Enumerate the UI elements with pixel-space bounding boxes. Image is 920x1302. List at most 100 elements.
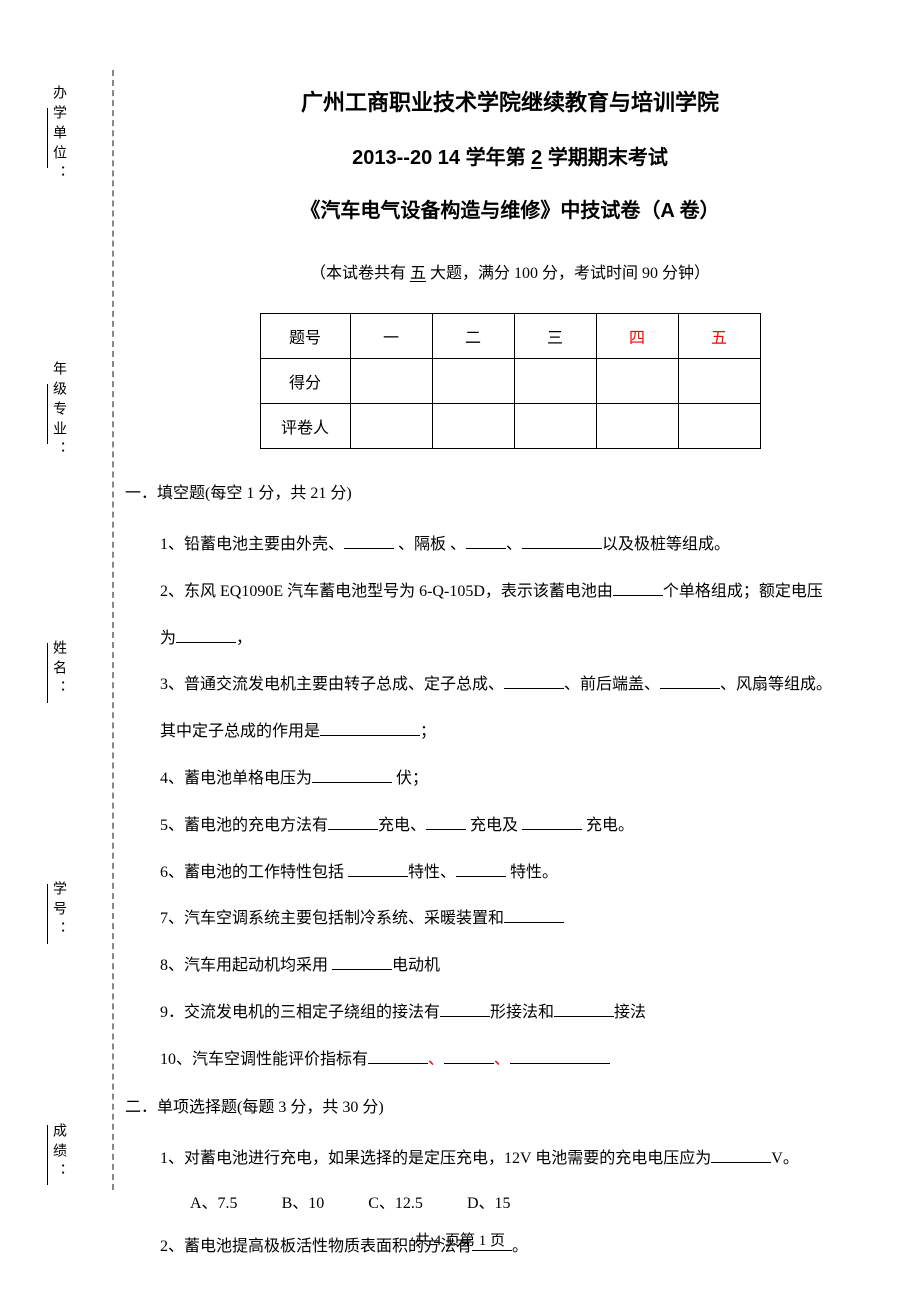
q3-text-d: 其中定子总成的作用是 xyxy=(160,723,320,740)
option-a[interactable]: A、7.5 xyxy=(190,1183,238,1225)
blank-input[interactable] xyxy=(510,1048,610,1064)
q4-text-b: 伏； xyxy=(392,770,428,787)
binding-margin-labels: 办学单位： 年级专业： 姓名： 学号： 成绩： xyxy=(38,85,68,1185)
q9-text-c: 接法 xyxy=(614,1004,646,1021)
q2: 2、东风 EQ1090E 汽车蓄电池型号为 6-Q-105D，表示该蓄电池由个单… xyxy=(160,570,890,615)
sem-label-2: 学期期末考试 xyxy=(548,147,668,169)
side-label-grade: 年级专业： xyxy=(38,361,68,461)
score-cell xyxy=(514,359,596,404)
side-label-unit: 办学单位： xyxy=(38,85,68,185)
q8: 8、汽车用起动机均采用 电动机 xyxy=(160,944,890,989)
q2c: 为， xyxy=(160,617,890,662)
q10-text-a: 10、汽车空调性能评价指标有 xyxy=(160,1051,368,1068)
table-row-grader: 评卷人 xyxy=(260,404,760,449)
side-label-id-text: 学号： xyxy=(48,881,68,941)
blank-input[interactable] xyxy=(522,814,582,830)
s2-q1-text-b: V。 xyxy=(771,1150,799,1167)
q6-text-c: 特性。 xyxy=(506,864,558,881)
exam-info-prefix: （本试卷共有 xyxy=(310,265,406,282)
blank-input[interactable] xyxy=(466,533,506,549)
blank-input[interactable] xyxy=(711,1147,771,1163)
q2-text-d: ， xyxy=(236,630,252,647)
col-header-1: 一 xyxy=(350,314,432,359)
q2-text-c: 为 xyxy=(160,630,176,647)
cut-line xyxy=(112,70,114,1190)
side-label-score-text: 成绩： xyxy=(48,1123,68,1183)
option-d[interactable]: D、15 xyxy=(467,1183,511,1225)
grader-cell xyxy=(350,404,432,449)
q9-text-a: 9．交流发电机的三相定子绕组的接法有 xyxy=(160,1004,440,1021)
course-close: 》中技试卷（A 卷） xyxy=(540,200,719,222)
blank-input[interactable] xyxy=(368,1048,428,1064)
q6-text-a: 6、蓄电池的工作特性包括 xyxy=(160,864,348,881)
blank-input[interactable] xyxy=(554,1001,614,1017)
grader-cell xyxy=(678,404,760,449)
blank-input[interactable] xyxy=(456,861,506,877)
q3d: 其中定子总成的作用是 ； xyxy=(160,710,890,755)
q2-text-b: 个单格组成；额定电压 xyxy=(663,583,823,600)
exam-info: （本试卷共有 五 大题，满分 100 分，考试时间 90 分钟） xyxy=(130,259,890,283)
blank-input[interactable] xyxy=(426,814,466,830)
blank-input[interactable] xyxy=(312,767,392,783)
sem-label-1: 学年第 xyxy=(466,147,526,169)
exam-content: 广州工商职业技术学院继续教育与培训学院 2013--20 14 学年第 2 学期… xyxy=(130,85,890,1272)
side-label-name: 姓名： xyxy=(38,638,68,703)
blank-input[interactable] xyxy=(440,1001,490,1017)
q3: 3、普通交流发电机主要由转子总成、定子总成、、前后端盖、、风扇等组成。 xyxy=(160,663,890,708)
row-label-grader: 评卷人 xyxy=(260,404,350,449)
q8-text-a: 8、汽车用起动机均采用 xyxy=(160,957,332,974)
q4: 4、蓄电池单格电压为 伏； xyxy=(160,757,890,802)
q5-text-a: 5、蓄电池的充电方法有 xyxy=(160,817,328,834)
section-1-questions: 1、铅蓄电池主要由外壳、 、隔板 、、以及极桩等组成。 2、东风 EQ1090E… xyxy=(130,523,890,1083)
col-header-5: 五 xyxy=(678,314,760,359)
blank-input[interactable] xyxy=(504,907,564,923)
q1-text-d: 以及极桩等组成。 xyxy=(602,536,730,553)
q9: 9．交流发电机的三相定子绕组的接法有 形接法和 接法 xyxy=(160,991,890,1036)
side-label-grade-text: 年级专业： xyxy=(48,361,68,461)
s2-q1-text: 1、对蓄电池进行充电，如果选择的是定压充电，12V 电池需要的充电电压应为 xyxy=(160,1150,711,1167)
course-title: 《汽车电气设备构造与维修》中技试卷（A 卷） xyxy=(130,194,890,223)
q7-text: 7、汽车空调系统主要包括制冷系统、采暖装置和 xyxy=(160,910,504,927)
blank-input[interactable] xyxy=(504,673,564,689)
q3-text-e: ； xyxy=(420,723,436,740)
q7: 7、汽车空调系统主要包括制冷系统、采暖装置和 xyxy=(160,897,890,942)
q5-text-d: 充电。 xyxy=(582,817,634,834)
q9-text-b: 形接法和 xyxy=(490,1004,554,1021)
table-row-score: 得分 xyxy=(260,359,760,404)
blank-input[interactable] xyxy=(320,720,420,736)
blank-input[interactable] xyxy=(444,1048,494,1064)
blank-input[interactable] xyxy=(522,533,602,549)
blank-input[interactable] xyxy=(332,954,392,970)
score-cell xyxy=(596,359,678,404)
q8-text-b: 电动机 xyxy=(392,957,440,974)
side-label-line xyxy=(47,108,48,168)
table-row-header: 题号 一 二 三 四 五 xyxy=(260,314,760,359)
side-label-unit-text: 办学单位： xyxy=(48,85,68,185)
q4-text-a: 4、蓄电池单格电压为 xyxy=(160,770,312,787)
year-end: 20 14 xyxy=(410,147,460,169)
grader-cell xyxy=(514,404,596,449)
s2-q1: 1、对蓄电池进行充电，如果选择的是定压充电，12V 电池需要的充电电压应为 V。 xyxy=(160,1137,890,1182)
semester-number: 2 xyxy=(531,147,542,169)
score-cell xyxy=(678,359,760,404)
section-2-title: 二．单项选择题(每题 3 分，共 30 分) xyxy=(125,1093,890,1117)
score-table: 题号 一 二 三 四 五 得分 评卷人 xyxy=(260,313,761,449)
blank-input[interactable] xyxy=(344,533,394,549)
blank-input[interactable] xyxy=(328,814,378,830)
page-footer: 共 4 页第 1 页 xyxy=(0,1229,920,1250)
blank-input[interactable] xyxy=(613,580,663,596)
q10: 10、汽车空调性能评价指标有、、 xyxy=(160,1038,890,1083)
score-cell xyxy=(432,359,514,404)
row-label-question-num: 题号 xyxy=(260,314,350,359)
q5-text-c: 充电及 xyxy=(466,817,522,834)
option-b[interactable]: B、10 xyxy=(282,1183,325,1225)
blank-input[interactable] xyxy=(176,627,236,643)
col-header-2: 二 xyxy=(432,314,514,359)
course-open: 《 xyxy=(300,200,320,222)
blank-input[interactable] xyxy=(348,861,408,877)
grader-cell xyxy=(596,404,678,449)
exam-info-count: 五 xyxy=(410,265,426,282)
blank-input[interactable] xyxy=(660,673,720,689)
option-c[interactable]: C、12.5 xyxy=(368,1183,423,1225)
q1-text-a: 1、铅蓄电池主要由外壳、 xyxy=(160,536,344,553)
